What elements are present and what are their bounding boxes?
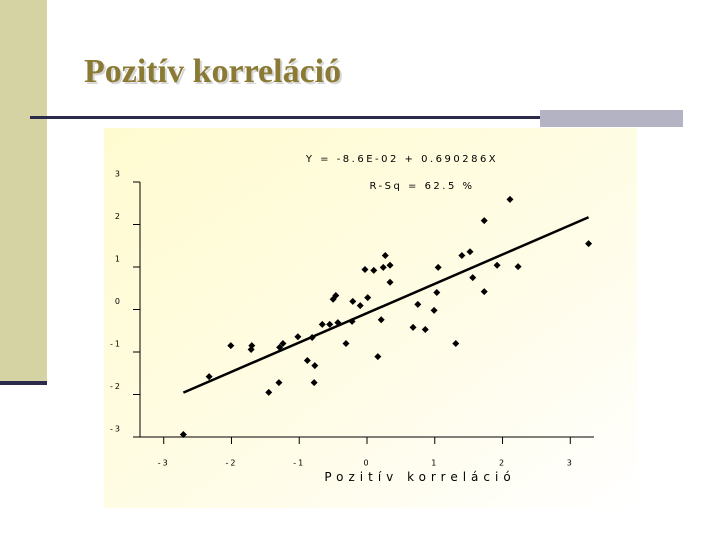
y-tick-label: 1: [115, 255, 122, 264]
point: [409, 323, 417, 331]
point: [348, 317, 356, 325]
point: [276, 343, 284, 351]
point: [275, 379, 283, 387]
point: [279, 340, 287, 347]
point: [361, 266, 369, 274]
rule-box: [540, 110, 683, 127]
point: [247, 345, 255, 353]
point: [506, 195, 514, 203]
point: [379, 263, 387, 271]
x-tick-label: 2: [499, 459, 506, 468]
point: [310, 379, 318, 387]
title-shadow: Pozitív korreláció: [86, 55, 343, 92]
point: [364, 294, 372, 302]
point: [434, 263, 442, 271]
y-tick-label: -3: [110, 425, 122, 434]
point: [374, 353, 382, 361]
point: [334, 319, 342, 327]
point: [342, 340, 350, 347]
point: [466, 248, 474, 256]
x-axis-label: Pozitív korreláció: [324, 470, 515, 484]
point: [326, 320, 334, 328]
y-tick-label: 0: [115, 297, 122, 306]
point: [414, 300, 422, 308]
point: [480, 288, 488, 296]
point: [514, 263, 522, 271]
slide-title: Pozitív korreláció: [84, 53, 341, 90]
point: [469, 274, 477, 282]
point: [386, 261, 394, 269]
x-tick-label: -3: [158, 459, 170, 468]
x-tick-label: -2: [225, 459, 237, 468]
point: [377, 316, 385, 324]
x-tick-label: 0: [363, 459, 370, 468]
point: [294, 333, 302, 341]
point: [452, 340, 460, 347]
point: [349, 297, 357, 305]
point: [227, 342, 235, 350]
x-tick-label: -1: [293, 459, 305, 468]
point: [318, 320, 326, 328]
point: [430, 306, 438, 314]
point: [179, 430, 187, 438]
y-tick-label: 2: [115, 212, 122, 221]
fit-line: [182, 216, 590, 394]
r-squared: R-Sq = 62.5 %: [369, 181, 474, 192]
side-bar-edge: [0, 381, 47, 385]
chart-area: [104, 128, 637, 508]
point: [386, 278, 394, 286]
point: [303, 357, 311, 364]
x-tick-label: 1: [431, 459, 438, 468]
point: [332, 291, 340, 299]
y-tick-label: 3: [115, 170, 122, 179]
point: [356, 302, 364, 310]
side-bar: [0, 0, 47, 383]
title-rule: [30, 116, 550, 119]
point: [265, 388, 273, 396]
point: [381, 252, 389, 260]
point: [370, 266, 378, 274]
point: [421, 325, 429, 333]
y-tick-label: -2: [110, 382, 122, 391]
point: [311, 362, 319, 370]
point: [493, 261, 501, 269]
x-tick-label: 3: [567, 459, 574, 468]
point: [308, 334, 316, 342]
equation: Y = -8.6E-02 + 0.690286X: [305, 154, 498, 165]
point: [480, 217, 488, 225]
plot: 3 2 1 0 -1 -2 -3 -3 -2 -1 0 1 2 3: [110, 170, 594, 468]
y-tick-label: -1: [110, 340, 122, 349]
point: [458, 252, 466, 260]
point: [205, 373, 213, 381]
point: [585, 240, 593, 248]
point: [433, 289, 441, 296]
